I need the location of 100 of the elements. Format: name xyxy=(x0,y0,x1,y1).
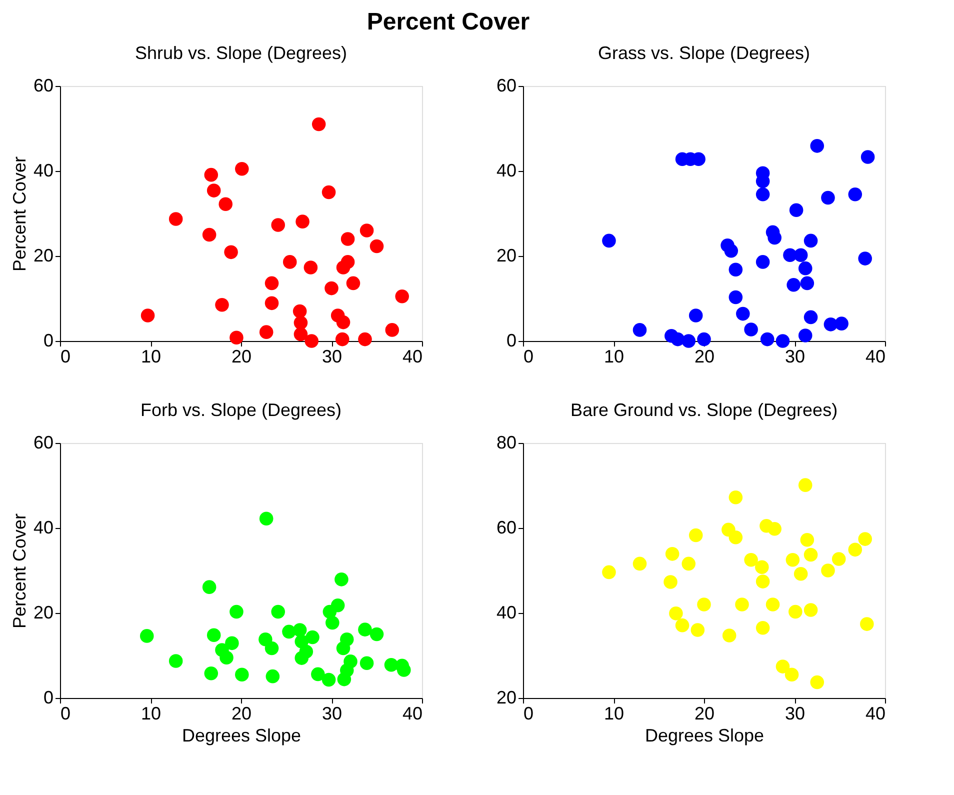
chart-title: Grass vs. Slope (Degrees) xyxy=(598,43,810,63)
point xyxy=(728,490,743,504)
point xyxy=(834,316,848,330)
point xyxy=(235,162,249,176)
point xyxy=(230,330,244,344)
point xyxy=(756,620,770,635)
point xyxy=(140,629,154,643)
point xyxy=(786,278,800,292)
point xyxy=(358,622,372,636)
point xyxy=(264,641,279,656)
point xyxy=(140,308,155,322)
point xyxy=(215,298,229,312)
x-tick-label: 0 xyxy=(524,346,534,366)
x-tick-label: 10 xyxy=(140,704,162,724)
point xyxy=(798,328,812,342)
point xyxy=(168,654,183,668)
point xyxy=(736,306,750,321)
point xyxy=(632,323,647,337)
point xyxy=(798,478,812,492)
point xyxy=(690,623,705,637)
point xyxy=(804,548,818,562)
point xyxy=(168,212,183,226)
point xyxy=(810,139,824,153)
point xyxy=(292,623,307,637)
point xyxy=(665,547,680,561)
point xyxy=(810,675,824,690)
point xyxy=(204,666,218,680)
point xyxy=(804,603,818,617)
point xyxy=(675,618,690,632)
point xyxy=(360,656,374,670)
point xyxy=(306,630,320,644)
point xyxy=(800,533,814,547)
point xyxy=(218,197,233,212)
point xyxy=(304,334,318,348)
point xyxy=(794,567,808,581)
point xyxy=(756,574,770,588)
x-tick-label: 30 xyxy=(784,346,806,366)
point xyxy=(266,669,280,684)
point xyxy=(744,322,758,336)
point xyxy=(821,190,835,205)
point xyxy=(334,572,348,586)
y-axis-title: Percent Cover xyxy=(9,156,30,272)
y-tick-label: 20 xyxy=(33,602,54,622)
point xyxy=(370,627,384,642)
point xyxy=(776,334,790,348)
point xyxy=(860,150,875,164)
point xyxy=(336,641,350,656)
point xyxy=(294,327,308,342)
point xyxy=(385,323,400,337)
x-axis-title: Degrees Slope xyxy=(644,726,764,746)
x-tick-label: 20 xyxy=(694,704,715,724)
point xyxy=(755,560,769,574)
point xyxy=(346,276,360,290)
point xyxy=(204,168,218,182)
point xyxy=(602,234,616,248)
x-tick-label: 30 xyxy=(322,346,342,366)
x-tick-label: 0 xyxy=(60,704,71,724)
point xyxy=(688,528,703,542)
point xyxy=(632,556,647,571)
x-tick-label: 40 xyxy=(402,704,422,724)
point xyxy=(798,261,812,276)
y-tick-label: 0 xyxy=(43,330,54,350)
point xyxy=(259,512,274,526)
x-tick-label: 20 xyxy=(694,346,715,366)
point xyxy=(294,651,309,665)
y-tick-label: 20 xyxy=(33,246,54,266)
y-tick-label: 60 xyxy=(496,518,516,538)
y-tick-label: 0 xyxy=(506,330,516,350)
point xyxy=(724,244,738,258)
point xyxy=(202,228,216,242)
point xyxy=(340,232,355,246)
point xyxy=(804,234,818,248)
point xyxy=(322,185,336,200)
point xyxy=(697,332,711,346)
point xyxy=(728,530,743,544)
point xyxy=(776,660,790,674)
point xyxy=(821,564,835,578)
y-tick-label: 40 xyxy=(33,518,54,538)
point xyxy=(858,532,872,546)
point xyxy=(324,281,338,296)
y-tick-label: 40 xyxy=(496,160,516,180)
point xyxy=(768,522,782,536)
x-tick-label: 30 xyxy=(784,704,806,724)
y-tick-label: 60 xyxy=(33,76,54,96)
point xyxy=(789,203,804,217)
point xyxy=(225,636,239,650)
point xyxy=(304,260,318,274)
chart-title: Shrub vs. Slope (Degrees) xyxy=(134,43,348,63)
point xyxy=(682,556,696,571)
x-tick-label: 10 xyxy=(604,346,624,366)
text: Percent Cover xyxy=(366,8,530,36)
x-tick-label: 10 xyxy=(604,704,624,724)
y-tick-label: 20 xyxy=(496,246,516,266)
x-tick-label: 10 xyxy=(140,346,162,366)
y-tick-label: 40 xyxy=(496,602,516,622)
point xyxy=(337,672,352,686)
point xyxy=(259,325,274,339)
x-tick-label: 40 xyxy=(402,346,422,366)
point xyxy=(756,255,770,269)
point xyxy=(397,663,411,677)
